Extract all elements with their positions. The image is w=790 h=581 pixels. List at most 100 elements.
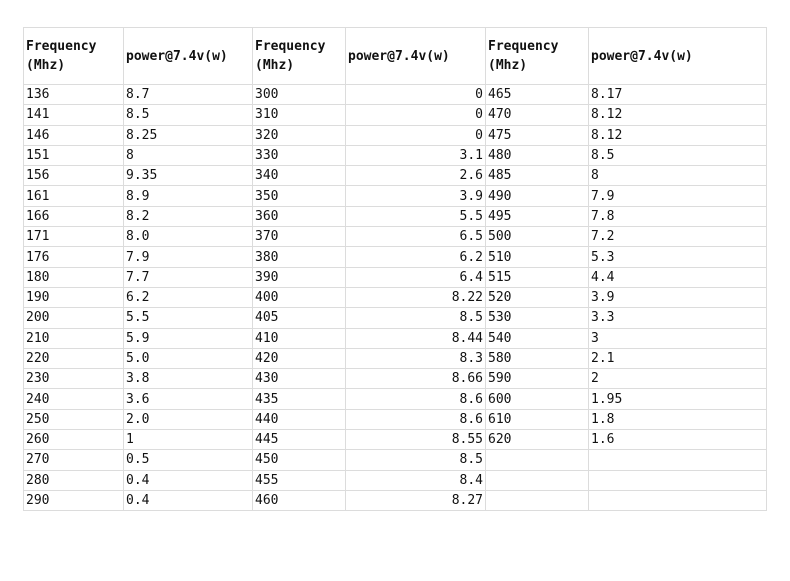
power-cell[interactable]: 7.7 bbox=[123, 266, 253, 288]
power-cell[interactable]: 8.12 bbox=[588, 124, 767, 146]
frequency-cell[interactable]: 590 bbox=[485, 368, 589, 390]
frequency-cell[interactable]: 190 bbox=[23, 286, 124, 309]
frequency-cell[interactable]: 480 bbox=[485, 144, 589, 167]
frequency-cell[interactable]: 495 bbox=[485, 205, 589, 228]
power-cell[interactable]: 1.8 bbox=[588, 408, 767, 431]
frequency-cell[interactable]: 485 bbox=[485, 165, 589, 187]
power-cell[interactable]: 1 bbox=[123, 429, 253, 451]
frequency-cell[interactable]: 340 bbox=[252, 165, 346, 187]
power-cell[interactable]: 8.5 bbox=[123, 104, 253, 126]
frequency-cell[interactable]: 475 bbox=[485, 124, 589, 146]
power-cell[interactable]: 6.4 bbox=[345, 266, 486, 288]
power-cell[interactable]: 8.6 bbox=[345, 388, 486, 410]
power-cell[interactable]: 8.5 bbox=[345, 307, 486, 329]
power-cell[interactable]: 8.22 bbox=[345, 286, 486, 309]
frequency-cell[interactable]: 156 bbox=[23, 165, 124, 187]
power-cell[interactable]: 7.2 bbox=[588, 226, 767, 248]
frequency-cell[interactable]: 510 bbox=[485, 246, 589, 268]
power-cell[interactable]: 0 bbox=[345, 83, 486, 106]
frequency-cell[interactable]: 136 bbox=[23, 83, 124, 106]
frequency-cell[interactable]: 420 bbox=[252, 347, 346, 370]
power-cell[interactable]: 7.9 bbox=[123, 246, 253, 268]
frequency-cell[interactable]: 455 bbox=[252, 469, 346, 491]
frequency-cell[interactable]: 370 bbox=[252, 226, 346, 248]
power-cell[interactable]: 2.1 bbox=[588, 347, 767, 370]
frequency-cell[interactable]: 200 bbox=[23, 307, 124, 329]
frequency-cell[interactable]: 290 bbox=[23, 489, 124, 512]
power-cell[interactable] bbox=[588, 469, 767, 491]
frequency-cell[interactable]: 445 bbox=[252, 429, 346, 451]
power-cell[interactable]: 0.5 bbox=[123, 449, 253, 471]
frequency-cell[interactable] bbox=[485, 469, 589, 491]
power-cell[interactable]: 8.17 bbox=[588, 83, 767, 106]
frequency-cell[interactable]: 450 bbox=[252, 449, 346, 471]
frequency-cell[interactable]: 360 bbox=[252, 205, 346, 228]
frequency-cell[interactable]: 141 bbox=[23, 104, 124, 126]
power-cell[interactable]: 2 bbox=[588, 368, 767, 390]
column-header[interactable]: power@7.4v(w) bbox=[123, 27, 253, 85]
frequency-cell[interactable] bbox=[485, 449, 589, 471]
frequency-cell[interactable]: 180 bbox=[23, 266, 124, 288]
column-header[interactable]: power@7.4v(w) bbox=[345, 27, 486, 85]
power-cell[interactable]: 8.2 bbox=[123, 205, 253, 228]
power-cell[interactable]: 3.1 bbox=[345, 144, 486, 167]
power-cell[interactable]: 8.27 bbox=[345, 489, 486, 512]
power-cell[interactable]: 8.9 bbox=[123, 185, 253, 207]
power-cell[interactable] bbox=[588, 489, 767, 512]
power-cell[interactable]: 7.9 bbox=[588, 185, 767, 207]
frequency-cell[interactable]: 270 bbox=[23, 449, 124, 471]
frequency-cell[interactable] bbox=[485, 489, 589, 512]
frequency-cell[interactable]: 176 bbox=[23, 246, 124, 268]
frequency-cell[interactable]: 240 bbox=[23, 388, 124, 410]
column-header[interactable]: Frequency (Mhz) bbox=[485, 27, 589, 85]
power-cell[interactable]: 5.3 bbox=[588, 246, 767, 268]
frequency-cell[interactable]: 435 bbox=[252, 388, 346, 410]
column-header[interactable]: power@7.4v(w) bbox=[588, 27, 767, 85]
column-header[interactable]: Frequency (Mhz) bbox=[252, 27, 346, 85]
power-cell[interactable]: 3.8 bbox=[123, 368, 253, 390]
power-cell[interactable]: 5.0 bbox=[123, 347, 253, 370]
frequency-cell[interactable]: 146 bbox=[23, 124, 124, 146]
frequency-cell[interactable]: 300 bbox=[252, 83, 346, 106]
power-cell[interactable]: 3.9 bbox=[588, 286, 767, 309]
frequency-cell[interactable]: 465 bbox=[485, 83, 589, 106]
frequency-cell[interactable]: 530 bbox=[485, 307, 589, 329]
power-cell[interactable]: 8.6 bbox=[345, 408, 486, 431]
frequency-cell[interactable]: 620 bbox=[485, 429, 589, 451]
power-cell[interactable]: 8.3 bbox=[345, 347, 486, 370]
power-cell[interactable]: 6.5 bbox=[345, 226, 486, 248]
frequency-cell[interactable]: 220 bbox=[23, 347, 124, 370]
power-cell[interactable]: 8.4 bbox=[345, 469, 486, 491]
frequency-cell[interactable]: 250 bbox=[23, 408, 124, 431]
frequency-cell[interactable]: 500 bbox=[485, 226, 589, 248]
frequency-cell[interactable]: 350 bbox=[252, 185, 346, 207]
frequency-cell[interactable]: 600 bbox=[485, 388, 589, 410]
power-cell[interactable]: 8.5 bbox=[588, 144, 767, 167]
power-cell[interactable]: 2.0 bbox=[123, 408, 253, 431]
frequency-cell[interactable]: 460 bbox=[252, 489, 346, 512]
frequency-cell[interactable]: 151 bbox=[23, 144, 124, 167]
power-cell[interactable]: 5.5 bbox=[123, 307, 253, 329]
frequency-cell[interactable]: 440 bbox=[252, 408, 346, 431]
power-cell[interactable]: 4.4 bbox=[588, 266, 767, 288]
power-cell[interactable]: 9.35 bbox=[123, 165, 253, 187]
column-header[interactable]: Frequency (Mhz) bbox=[23, 27, 124, 85]
power-cell[interactable]: 5.9 bbox=[123, 327, 253, 349]
frequency-cell[interactable]: 580 bbox=[485, 347, 589, 370]
power-cell[interactable]: 1.95 bbox=[588, 388, 767, 410]
frequency-cell[interactable]: 171 bbox=[23, 226, 124, 248]
power-cell[interactable]: 1.6 bbox=[588, 429, 767, 451]
power-cell[interactable]: 8 bbox=[588, 165, 767, 187]
power-cell[interactable]: 6.2 bbox=[345, 246, 486, 268]
frequency-cell[interactable]: 405 bbox=[252, 307, 346, 329]
power-cell[interactable]: 0.4 bbox=[123, 489, 253, 512]
power-cell[interactable]: 3.3 bbox=[588, 307, 767, 329]
frequency-cell[interactable]: 380 bbox=[252, 246, 346, 268]
power-cell[interactable]: 8.55 bbox=[345, 429, 486, 451]
power-cell[interactable]: 8.25 bbox=[123, 124, 253, 146]
frequency-cell[interactable]: 210 bbox=[23, 327, 124, 349]
power-cell[interactable]: 0 bbox=[345, 124, 486, 146]
power-cell[interactable]: 8.44 bbox=[345, 327, 486, 349]
power-cell[interactable]: 2.6 bbox=[345, 165, 486, 187]
frequency-cell[interactable]: 161 bbox=[23, 185, 124, 207]
